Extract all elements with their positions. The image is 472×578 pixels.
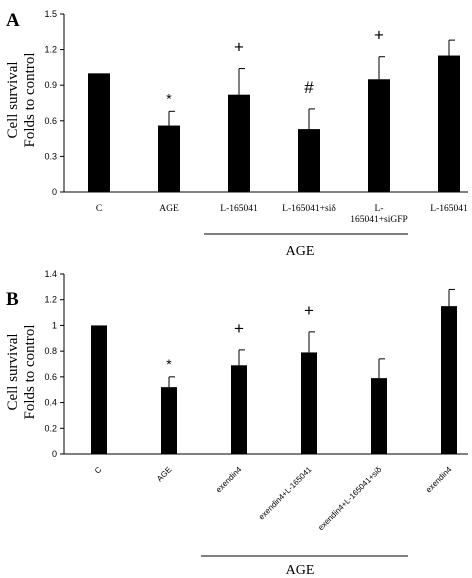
panel-b-ytick-label: 0.8 [44, 346, 57, 356]
panel-a-category-label: L- [375, 204, 384, 214]
panel-a-bar [368, 79, 390, 192]
panel-b-bar [91, 325, 107, 454]
panel-b-ytick-label: 0 [52, 449, 57, 459]
panel-a-category-label: L-165041 [220, 204, 258, 214]
panel-a-ylabel-line1: Cell survival [5, 61, 21, 138]
panel-b-ytick-label: 1.2 [44, 295, 57, 305]
panel-a-bar [158, 125, 180, 192]
panel-b-category-label: exendin4+L-165041+siδ [316, 465, 383, 532]
panel-a-category-label: C [96, 204, 102, 214]
panel-a-category-label: L-165041+siδ [282, 204, 336, 214]
panel-b-group-label: AGE [286, 563, 315, 578]
panel-b-ylabel-line2: Folds to control [22, 324, 38, 419]
panel-b-bar [441, 306, 457, 454]
panel-b-bar [301, 352, 317, 454]
panel-a-category-label: L-165041 [430, 204, 468, 214]
panel-b-ytick-label: 0.2 [44, 423, 57, 433]
panel-a-group-label: AGE [286, 244, 315, 259]
panel-b: B Cell survival Folds to control 0 0.2 0.4… [5, 269, 468, 578]
panel-a-category-label: 165041+siGFP [350, 215, 408, 225]
panel-b-bar [371, 378, 387, 454]
panel-a-bar [438, 55, 460, 193]
panel-a-significance-mark: + [234, 38, 244, 57]
panel-b-ytick-label: 0.4 [44, 398, 57, 408]
panel-b-ytick-label: 1.4 [44, 269, 57, 279]
panel-b-bar [231, 365, 247, 454]
panel-a-ylabel-line2: Folds to control [22, 52, 38, 147]
panel-a-significance-mark: # [304, 78, 314, 97]
panel-b-significance-mark: + [304, 301, 314, 320]
panel-a-category-label: AGE [159, 204, 179, 214]
panel-b-letter: B [6, 289, 19, 310]
panel-b-ytick-label: 0.6 [44, 372, 57, 382]
panel-a-bar [88, 73, 110, 192]
panel-b-category-label: exendin4+L-165041 [257, 465, 314, 522]
panel-b-significance-mark: * [166, 356, 172, 372]
panel-b-ylabel-line1: Cell survival [5, 333, 21, 410]
panel-b-category-label: exendin4 [424, 465, 454, 495]
panel-b-significance-mark: + [234, 319, 244, 338]
panel-a-letter: A [6, 10, 20, 31]
panel-a-bar [228, 94, 250, 192]
panel-a: A Cell survival Folds to control 0 0.3 0.6… [5, 9, 468, 259]
panel-a-significance-mark: * [166, 90, 172, 106]
panel-a-ytick-label: 1.2 [44, 45, 57, 55]
panel-b-bar [161, 387, 177, 454]
panel-a-bar [298, 129, 320, 192]
panel-b-category-label: AGE [155, 465, 173, 483]
panel-a-ytick-label: 0.9 [44, 80, 57, 90]
panel-a-ytick-label: 0 [52, 187, 57, 197]
panel-b-ytick-label: 1 [52, 320, 57, 330]
panel-a-ytick-label: 0.6 [44, 116, 57, 126]
panel-b-category-label: C [93, 465, 104, 476]
panel-a-ytick-label: 0.3 [44, 151, 57, 161]
panel-a-significance-mark: + [374, 26, 384, 45]
panel-b-category-label: exendin4 [214, 465, 244, 495]
panel-a-ytick-label: 1.5 [44, 9, 57, 19]
